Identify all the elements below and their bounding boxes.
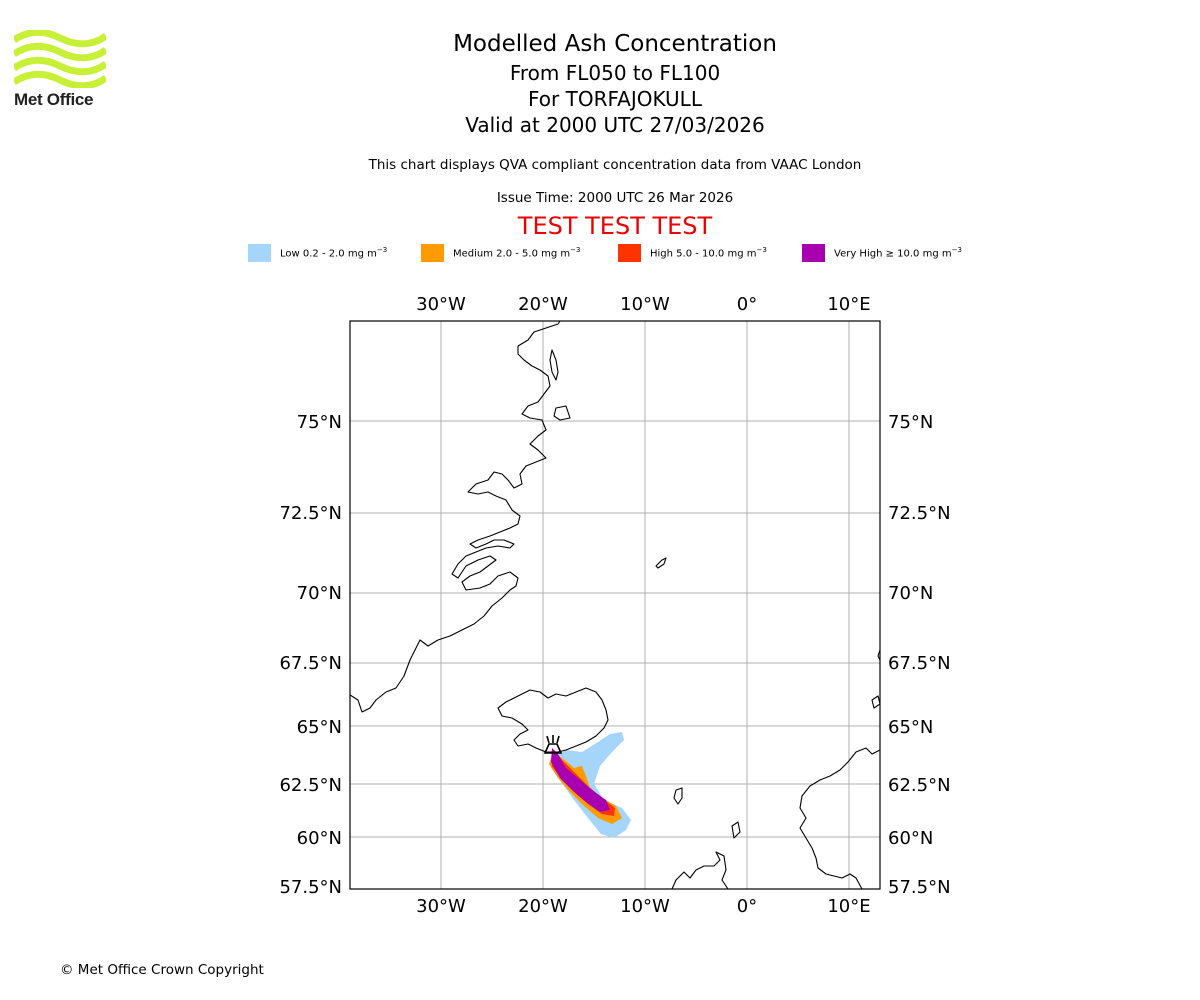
lat-label-right: 70°N: [888, 583, 933, 604]
volcano-title: For TORFAJOKULL: [528, 87, 702, 111]
shetland-islands: [731, 821, 741, 839]
map-frame: [349, 320, 881, 890]
lat-label-left: 67.5°N: [279, 653, 342, 674]
coastlines: [350, 321, 880, 889]
lon-label-top: 10°E: [827, 294, 870, 315]
lon-label-top: 30°W: [416, 294, 466, 315]
issue-time: Issue Time: 2000 UTC 26 Mar 2026: [496, 190, 734, 206]
lat-label-left: 60°N: [297, 828, 342, 849]
legend-label-very-high: Very High ≥ 10.0 mg m−3: [834, 246, 962, 260]
legend-label-high: High 5.0 - 10.0 mg m−3: [650, 246, 767, 260]
valid-time: Valid at 2000 UTC 27/03/2026: [465, 113, 765, 137]
lat-labels-left: 75°N 72.5°N 70°N 67.5°N 65°N 62.5°N 60°N…: [279, 412, 342, 898]
legend-label-low: Low 0.2 - 2.0 mg m−3: [280, 246, 388, 260]
lat-label-left: 57.5°N: [279, 877, 342, 898]
lon-label-bottom: 20°W: [518, 896, 568, 917]
faroe-islands: [673, 787, 683, 805]
chart-title: Modelled Ash Concentration: [453, 31, 777, 57]
flight-level-range: From FL050 to FL100: [509, 61, 721, 85]
scotland-coast: [671, 851, 729, 889]
lat-label-left: 72.5°N: [279, 503, 342, 524]
test-banner: TEST TEST TEST: [517, 212, 713, 240]
norway-northwest-islands: [871, 695, 880, 709]
greenland-island-1: [553, 405, 571, 421]
legend-label-medium: Medium 2.0 - 5.0 mg m−3: [453, 246, 581, 260]
qva-subtitle: This chart displays QVA compliant concen…: [368, 157, 862, 173]
lat-label-right: 65°N: [888, 717, 933, 738]
met-office-wave-icon: [14, 30, 106, 88]
lat-label-right: 62.5°N: [888, 775, 951, 796]
lat-label-right: 60°N: [888, 828, 933, 849]
met-office-logo: Met Office: [14, 30, 108, 110]
ash-plume: [549, 732, 631, 838]
lat-labels-right: 75°N 72.5°N 70°N 67.5°N 65°N 62.5°N 60°N…: [888, 412, 951, 898]
lat-label-right: 57.5°N: [888, 877, 951, 898]
lat-label-left: 62.5°N: [279, 775, 342, 796]
greenland-inlet-1: [549, 349, 559, 381]
lon-label-bottom: 10°E: [827, 896, 870, 917]
lat-label-right: 67.5°N: [888, 653, 951, 674]
lat-label-left: 70°N: [297, 583, 342, 604]
lon-label-bottom: 0°: [737, 896, 757, 917]
iceland-coast: [497, 687, 609, 753]
legend-swatch-medium: [421, 244, 444, 262]
lat-label-left: 75°N: [297, 412, 342, 433]
greenland-coast: [350, 321, 561, 713]
lat-label-right: 75°N: [888, 412, 933, 433]
logo-text: Met Office: [14, 90, 94, 109]
legend-swatch-high: [618, 244, 641, 262]
ash-very-high-region: [551, 748, 610, 812]
lon-labels-top: 30°W 20°W 10°W 0° 10°E: [416, 294, 870, 315]
lon-labels-bottom: 30°W 20°W 10°W 0° 10°E: [416, 896, 870, 917]
ash-low-region: [551, 732, 631, 838]
copyright-notice: © Met Office Crown Copyright: [60, 962, 264, 978]
lat-label-left: 65°N: [297, 717, 342, 738]
lon-label-bottom: 30°W: [416, 896, 466, 917]
norway-coast: [799, 747, 880, 889]
lon-label-top: 20°W: [518, 294, 568, 315]
lon-label-top: 10°W: [620, 294, 670, 315]
norway-north-fragment: [877, 649, 880, 661]
legend-swatch-low: [248, 244, 271, 262]
lat-label-right: 72.5°N: [888, 503, 951, 524]
volcano-marker-icon: [543, 735, 563, 754]
lon-label-top: 0°: [737, 294, 757, 315]
legend-swatch-very-high: [802, 244, 825, 262]
jan-mayen: [655, 557, 667, 569]
lon-label-bottom: 10°W: [620, 896, 670, 917]
chart-titles: Modelled Ash Concentration From FL050 to…: [340, 28, 890, 138]
